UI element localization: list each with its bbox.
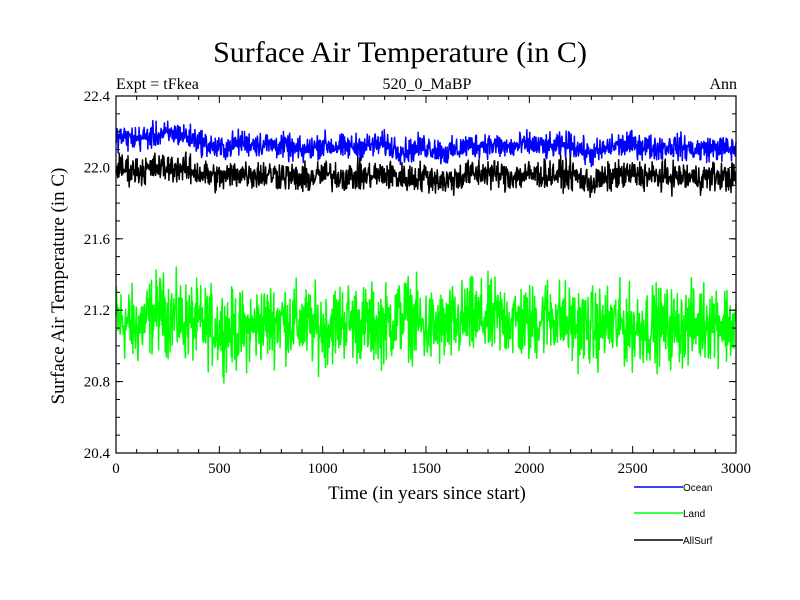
- y-tick-label: 20.8: [84, 375, 110, 391]
- y-tick-label: 22.0: [84, 160, 110, 176]
- axis-layer: 0 500 1000 1500 2000 2500 3000 20.4 20.8 21.2 21.6…: [84, 89, 751, 477]
- period-label: 520_0_MaBP: [382, 76, 472, 93]
- y-tick-label: 20.4: [84, 446, 111, 462]
- y-tick-label: 22.4: [84, 89, 111, 105]
- legend-label-allsurf: AllSurf: [683, 536, 713, 547]
- y-tick-label: 21.2: [84, 303, 110, 319]
- series-line-land: [115, 266, 737, 384]
- x-tick-label: 3000: [721, 461, 751, 477]
- chart-title: Surface Air Temperature (in C): [213, 36, 587, 69]
- legend-label-ocean: Ocean: [683, 483, 712, 494]
- x-tick-label: 1000: [308, 461, 338, 477]
- x-tick-label: 0: [112, 461, 120, 477]
- x-tick-label: 2500: [618, 461, 648, 477]
- season-label: Ann: [709, 76, 737, 93]
- x-tick-label: 1500: [411, 461, 441, 477]
- series-layer: [115, 119, 737, 384]
- x-axis-label: Time (in years since start): [328, 483, 526, 504]
- legend: Ocean Land AllSurf: [634, 483, 713, 547]
- x-tick-label: 2000: [514, 461, 544, 477]
- experiment-label: Expt = tFkea: [116, 76, 199, 93]
- x-tick-label: 500: [208, 461, 231, 477]
- series-line-allsurf: [115, 151, 737, 198]
- legend-label-land: Land: [683, 509, 705, 520]
- y-tick-label: 21.6: [84, 232, 111, 248]
- series-line-ocean: [115, 119, 737, 168]
